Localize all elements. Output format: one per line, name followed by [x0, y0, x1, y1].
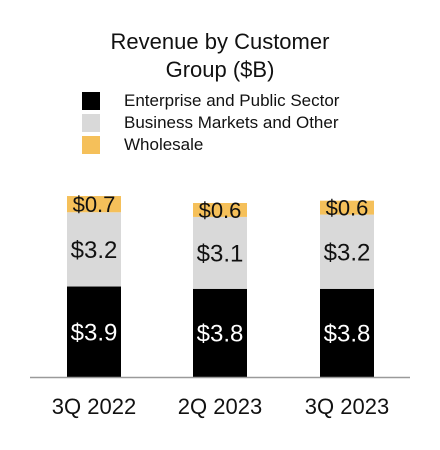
bar-value-label-2-3: $3.2 [324, 239, 371, 266]
bar-segment-1-2 [193, 288, 247, 377]
legend-item-business-markets: Business Markets and Other [82, 112, 339, 134]
legend-label-wholesale: Wholesale [124, 135, 204, 154]
bar-value-label-1-2: $3.8 [197, 321, 244, 348]
legend-label-business-markets: Business Markets and Other [124, 113, 339, 132]
legend-label-enterprise: Enterprise and Public Sector [124, 91, 340, 110]
bar-value-label-3-3: $0.6 [326, 196, 369, 221]
bar-value-label-2-1: $3.2 [71, 237, 118, 264]
chart-title-line-2: Group ($B) [165, 57, 275, 82]
bar-segment-2-2 [193, 216, 247, 289]
bar-value-label-2-2: $3.1 [197, 241, 244, 268]
legend-item-enterprise: Enterprise and Public Sector [82, 90, 339, 112]
bar-segment-2-1 [67, 212, 121, 287]
bar-value-label-3-1: $0.7 [73, 192, 116, 217]
chart-legend: Enterprise and Public Sector Business Ma… [82, 90, 339, 156]
bar-segment-1-1 [67, 286, 121, 377]
x-tick-label-3: 3Q 2023 [305, 394, 389, 419]
x-tick-label-1: 3Q 2022 [52, 394, 136, 419]
bar-segment-3-1 [67, 196, 121, 213]
bar-segment-3-2 [193, 203, 247, 217]
x-tick-label-2: 2Q 2023 [178, 394, 262, 419]
legend-swatch-wholesale [82, 136, 100, 154]
bar-value-label-1-3: $3.8 [324, 321, 371, 348]
legend-swatch-business-markets [82, 114, 100, 132]
bar-segment-2-3 [320, 214, 374, 289]
chart-title-line-1: Revenue by Customer [110, 29, 330, 54]
bar-value-label-3-2: $0.6 [199, 198, 242, 223]
legend-swatch-enterprise [82, 92, 100, 110]
bar-segment-3-3 [320, 200, 374, 215]
bar-segment-1-3 [320, 288, 374, 377]
bar-value-label-1-1: $3.9 [71, 319, 118, 346]
legend-item-wholesale: Wholesale [82, 134, 339, 156]
chart-title: Revenue by Customer Group ($B) [0, 28, 440, 84]
